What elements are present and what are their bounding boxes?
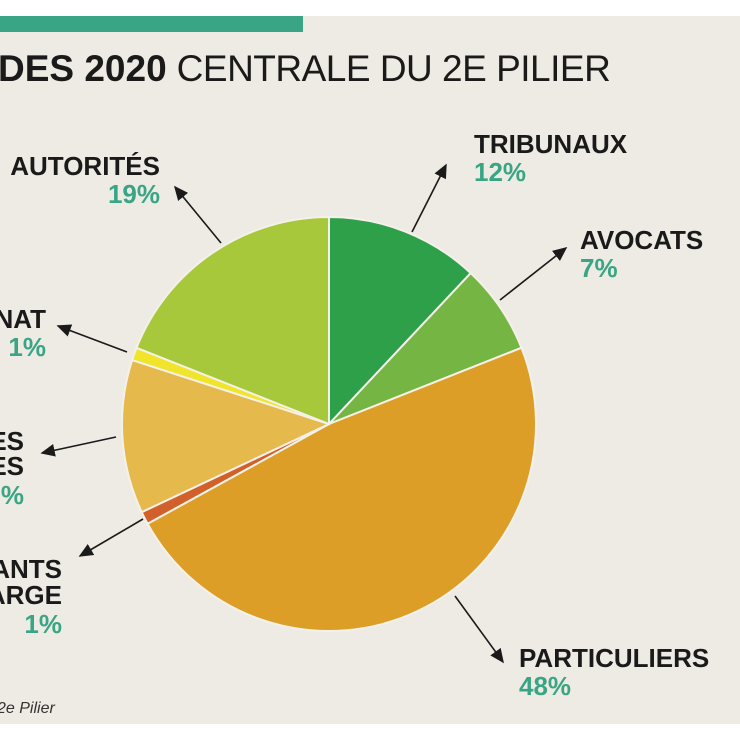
arrow-nat (56, 324, 128, 353)
pie-slice-particuliers (146, 346, 537, 632)
source-note: 2e Pilier (0, 700, 55, 717)
arrow-autorites (173, 185, 222, 244)
label-tribunaux: TRIBUNAUX 12% (474, 129, 628, 187)
arrow-avocats (499, 247, 568, 301)
label-es: ESES% (0, 426, 24, 510)
label-particuliers: PARTICULIERS 48% (519, 643, 710, 701)
pie-slice-es (121, 358, 332, 514)
label-autorites: AUTORITÉS 19% (10, 151, 160, 209)
chart-title: DES 2020 CENTRALE DU 2E PILIER (0, 48, 611, 90)
arrow-tribunaux (411, 163, 447, 233)
pie-slice-autorités (135, 215, 330, 426)
arrow-particuliers (454, 595, 504, 664)
arrow-es (40, 436, 117, 457)
label-ants: ANTSARGE1% (0, 554, 62, 639)
accent-bar (0, 16, 303, 32)
title-light: CENTRALE DU 2E PILIER (176, 48, 611, 89)
label-avocats: AVOCATS 7% (580, 225, 704, 283)
pie-slice-tribunaux (328, 215, 473, 427)
arrow-ants (78, 518, 144, 557)
label-nat: NAT 1% (0, 304, 46, 362)
title-bold: DES 2020 (0, 48, 167, 89)
